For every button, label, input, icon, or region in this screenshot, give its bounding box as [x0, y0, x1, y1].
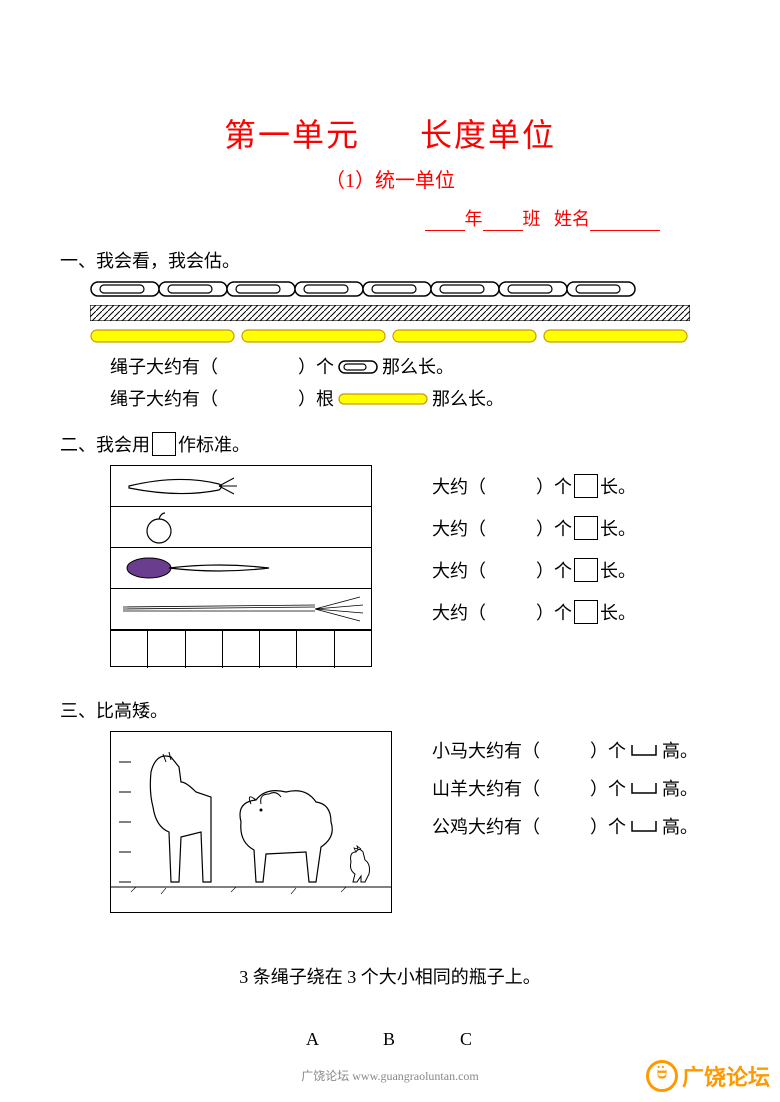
- ruler-cell: [148, 630, 185, 668]
- paperclip-row: [90, 281, 720, 297]
- q3-answer-line: 公鸡大约有（）个高。: [432, 807, 698, 845]
- paperclip-icon: [158, 281, 228, 297]
- hatched-bar: [90, 305, 690, 321]
- q2-answers: 大约（）个长。大约（）个长。大约（）个长。大约（）个长。: [432, 465, 636, 667]
- q2-answer-line: 大约（）个长。: [432, 591, 636, 633]
- bottom-text: 3 条绳子绕在 3 个大小相同的瓶子上。: [60, 963, 720, 989]
- section-3: 三、比高矮。: [60, 697, 720, 913]
- hatched-bar-row: [90, 305, 720, 321]
- height-unit-icon: [630, 743, 658, 757]
- student-info-line: 年班 姓名: [60, 205, 720, 231]
- animals-illustration: [111, 732, 391, 912]
- ruler-cell: [111, 630, 148, 668]
- ruler-cell: [297, 630, 334, 668]
- square-icon: [574, 516, 598, 540]
- section-1-title: 一、我会看，我会估。: [60, 247, 720, 273]
- abc-row: A B C: [60, 1029, 720, 1050]
- paperclip-icon: [338, 360, 378, 374]
- paperclip-icon: [430, 281, 500, 297]
- worksheet-page: 第一单元 长度单位 （1）统一单位 年班 姓名 一、我会看，我会估。 绳子大约有…: [0, 0, 780, 1050]
- section-1: 一、我会看，我会估。 绳子大约有（ ）个 那么长。 绳子大约有（: [60, 247, 720, 415]
- yellow-bar-icon: [338, 393, 428, 405]
- vegetable-box: [110, 465, 372, 667]
- paperclip-icon: [90, 281, 160, 297]
- ruler-cell: [335, 630, 371, 668]
- watermark-logo: 广饶论坛: [646, 1060, 770, 1092]
- square-icon: [152, 432, 176, 456]
- animal-box: [110, 731, 392, 913]
- section-3-title: 三、比高矮。: [60, 697, 720, 723]
- ruler-cell: [223, 630, 260, 668]
- title-right: 长度单位: [420, 117, 556, 153]
- yellow-bar-icon: [543, 329, 688, 343]
- q1-text: 绳子大约有（ ）个 那么长。 绳子大约有（ ）根 那么长。: [110, 351, 720, 415]
- height-unit-icon: [630, 781, 658, 795]
- yellow-bar-icon: [90, 329, 235, 343]
- title-left: 第一单元: [224, 117, 360, 153]
- q1-visual: [90, 281, 720, 343]
- paperclip-icon: [566, 281, 636, 297]
- yellow-bar-icon: [392, 329, 537, 343]
- ruler-row: [111, 630, 371, 668]
- veg-row-carrot: [111, 466, 371, 507]
- q3-answer-line: 山羊大约有（）个高。: [432, 769, 698, 807]
- q3-answer-line: 小马大约有（）个高。: [432, 731, 698, 769]
- paperclip-icon: [362, 281, 432, 297]
- ruler-cell: [186, 630, 223, 668]
- q3-answers: 小马大约有（）个高。山羊大约有（）个高。公鸡大约有（）个高。: [432, 731, 698, 913]
- veg-row-scallion: [111, 589, 371, 630]
- square-icon: [574, 558, 598, 582]
- q2-answer-line: 大约（）个长。: [432, 507, 636, 549]
- yellow-bar-row: [90, 329, 720, 343]
- square-icon: [574, 474, 598, 498]
- square-icon: [574, 600, 598, 624]
- paperclip-icon: [498, 281, 568, 297]
- section-2: 二、 我会用 作标准。 大约（）个长。大约（）个长。: [60, 431, 720, 667]
- ruler-cell: [260, 630, 297, 668]
- veg-row-apple: [111, 507, 371, 548]
- main-title: 第一单元 长度单位: [60, 110, 720, 156]
- paperclip-icon: [226, 281, 296, 297]
- q2-answer-line: 大约（）个长。: [432, 465, 636, 507]
- q2-answer-line: 大约（）个长。: [432, 549, 636, 591]
- paperclip-icon: [294, 281, 364, 297]
- watermark-icon: [646, 1060, 678, 1092]
- yellow-bar-icon: [241, 329, 386, 343]
- subtitle: （1）统一单位: [60, 164, 720, 193]
- height-unit-icon: [630, 819, 658, 833]
- section-2-title: 二、 我会用 作标准。: [60, 431, 720, 457]
- veg-row-eggplant: [111, 548, 371, 589]
